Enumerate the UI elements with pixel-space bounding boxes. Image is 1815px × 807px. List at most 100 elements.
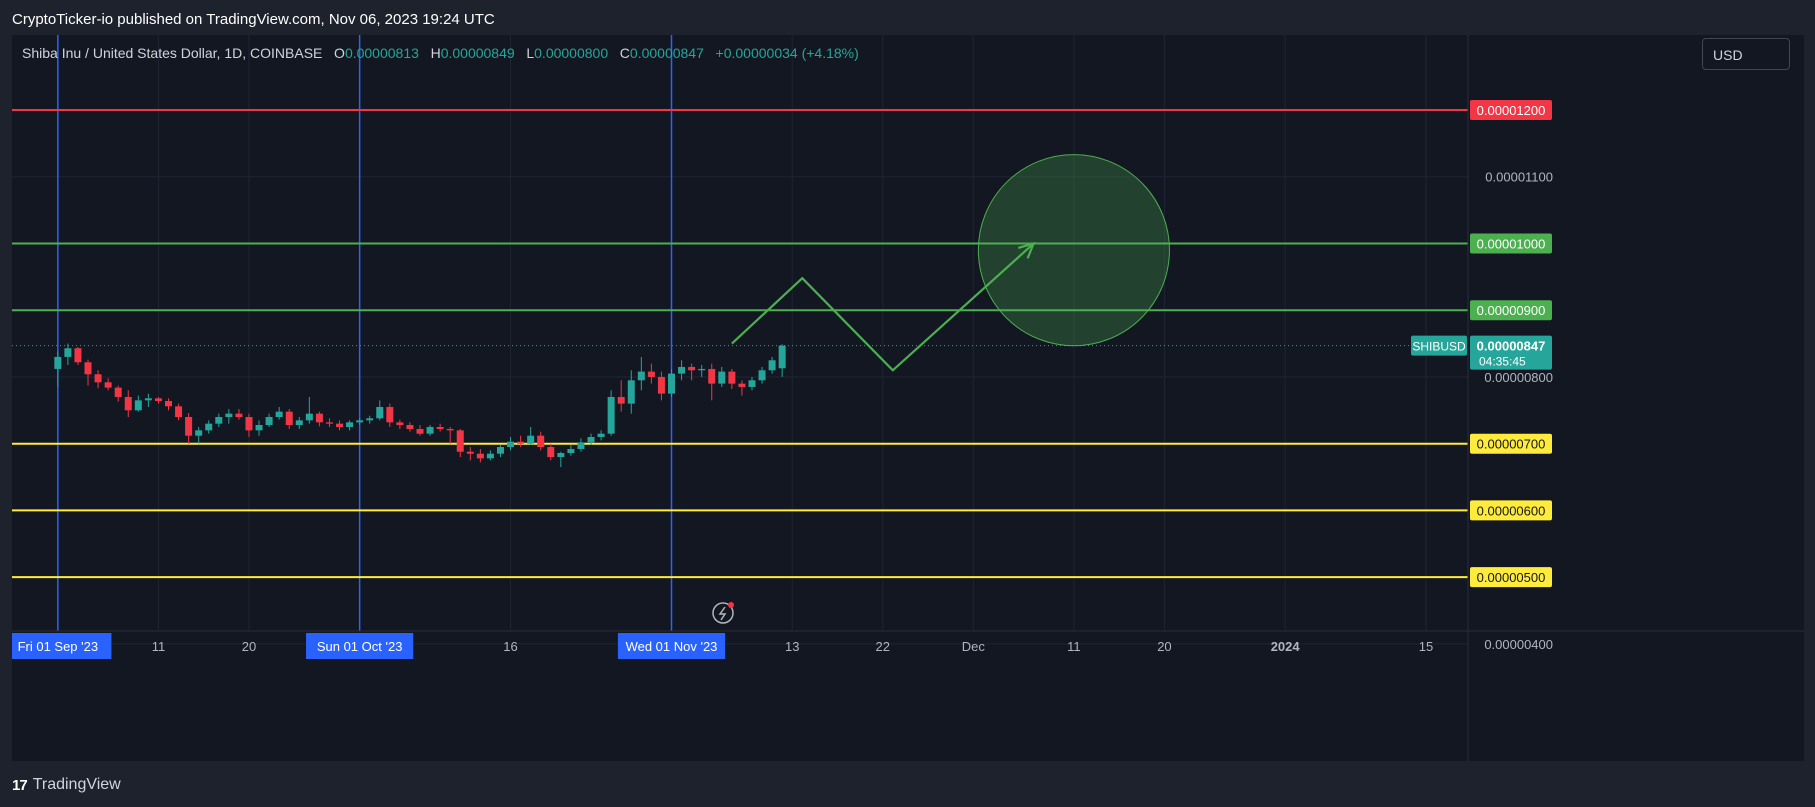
candle-body [637, 371, 645, 381]
candle-body [647, 371, 655, 377]
y-tick-label: 0.00000400 [1484, 637, 1553, 652]
close-value: 0.00000847 [629, 45, 704, 61]
candle-body [426, 427, 434, 434]
current-price-label: 0.00000847 [1477, 339, 1546, 354]
candle-body [144, 398, 152, 401]
change-value: +0.00000034 (+4.18%) [715, 45, 859, 61]
footer-brand: 17 TradingView [12, 776, 121, 794]
candlestick-chart[interactable]: 0.00000400 0.00000800 0.00001100 0.00001200… [12, 35, 1804, 761]
candle-body [688, 366, 696, 371]
candles [54, 343, 786, 468]
candle-body [597, 433, 605, 438]
candle-body [255, 425, 263, 431]
candle-body [205, 423, 213, 431]
candle-body [94, 374, 102, 383]
low-value: 0.00000800 [534, 45, 609, 61]
current-price-tag [1470, 335, 1552, 370]
candle-body [165, 400, 172, 407]
projection-path [731, 242, 1035, 372]
candle-body [336, 423, 344, 428]
candle-body [537, 435, 545, 448]
candle-body [245, 417, 253, 431]
candle-body [114, 387, 122, 397]
symbol-tag [1411, 335, 1467, 356]
candle-body [547, 447, 555, 458]
time-tick-label: Dec [962, 639, 986, 654]
candle-body [84, 362, 92, 375]
candle-body [456, 430, 464, 452]
projection-arrowhead [1017, 241, 1036, 259]
price-axis: 0.00000400 0.00000800 0.00001100 0.00001200… [1411, 35, 1553, 761]
level-tag [1470, 433, 1552, 454]
candle-body [265, 417, 273, 426]
candle-body [436, 427, 444, 430]
low-label: L [526, 45, 535, 61]
candle-body [396, 422, 404, 426]
time-tick-label: Wed 01 Nov '23 [626, 639, 718, 654]
currency-button[interactable]: USD [1702, 38, 1790, 70]
time-tick-label: Fri 01 Sep '23 [18, 639, 99, 654]
high-label: H [430, 45, 441, 61]
time-tick-label: 16 [503, 639, 517, 654]
candle-body [678, 366, 686, 374]
candle-body [134, 400, 142, 411]
candle-body [285, 411, 293, 426]
candle-body [507, 441, 515, 448]
level-tag-label: 0.00000600 [1477, 503, 1546, 518]
time-tick-label: 11 [1067, 639, 1081, 654]
candle-body [517, 441, 525, 444]
y-tick-label: 0.00000800 [1484, 370, 1553, 385]
candle-body [406, 425, 414, 430]
replay-icon-circle [712, 602, 734, 624]
symbol-title: Shiba Inu / United States Dollar, 1D, CO… [22, 45, 323, 61]
candle-body [346, 422, 354, 428]
candle-body [446, 429, 454, 431]
level-tag-label: 0.00000500 [1477, 570, 1546, 585]
candle-body [325, 422, 333, 424]
candle-body [607, 396, 615, 434]
time-axis: Fri 01 Sep '23 11 20 Sun 01 Oct '23 16 Wed 01… [12, 630, 1804, 659]
candle-body [386, 406, 394, 423]
candle-body [486, 453, 494, 459]
candle-body [235, 413, 243, 417]
target-circle [977, 154, 1170, 347]
candle-body [617, 396, 625, 404]
replay-icon[interactable] [712, 602, 734, 624]
chart-panel[interactable]: 0.00000400 0.00000800 0.00001100 0.00001200… [12, 35, 1804, 761]
candle-body [175, 406, 183, 417]
time-tick-label: 2024 [1271, 639, 1301, 654]
candle-body [195, 430, 203, 436]
time-highlight-tag [617, 633, 726, 659]
time-highlight-tag [12, 633, 112, 659]
candle-body [577, 442, 585, 450]
candle-body [104, 382, 112, 388]
candle-body [356, 420, 364, 423]
time-highlight-tag [306, 633, 414, 659]
candle-body [275, 411, 283, 417]
grid [12, 35, 1468, 645]
close-label: C [619, 45, 630, 61]
level-tag-label: 0.00001200 [1477, 103, 1546, 118]
date-markers [57, 35, 673, 631]
time-tick-label: 20 [242, 639, 256, 654]
candle-body [476, 453, 484, 459]
candle-body [54, 356, 62, 369]
candle-body [154, 398, 162, 401]
candle-body [295, 420, 303, 426]
candle-body [758, 370, 766, 381]
time-tick-label: 11 [152, 639, 166, 654]
level-tag [1470, 300, 1552, 321]
open-value: 0.00000813 [344, 45, 419, 61]
candle-body [527, 435, 535, 444]
candle-body [124, 396, 132, 411]
time-tick-label: Sun 01 Oct '23 [317, 639, 403, 654]
level-tag [1470, 500, 1552, 521]
candle-body [315, 413, 323, 423]
candle-body [305, 413, 313, 421]
candle-body [728, 371, 736, 384]
time-tick-label: 22 [876, 639, 890, 654]
candle-body [466, 451, 474, 454]
high-value: 0.00000849 [440, 45, 515, 61]
replay-icon-bolt [718, 606, 727, 621]
candle-body [708, 368, 716, 384]
